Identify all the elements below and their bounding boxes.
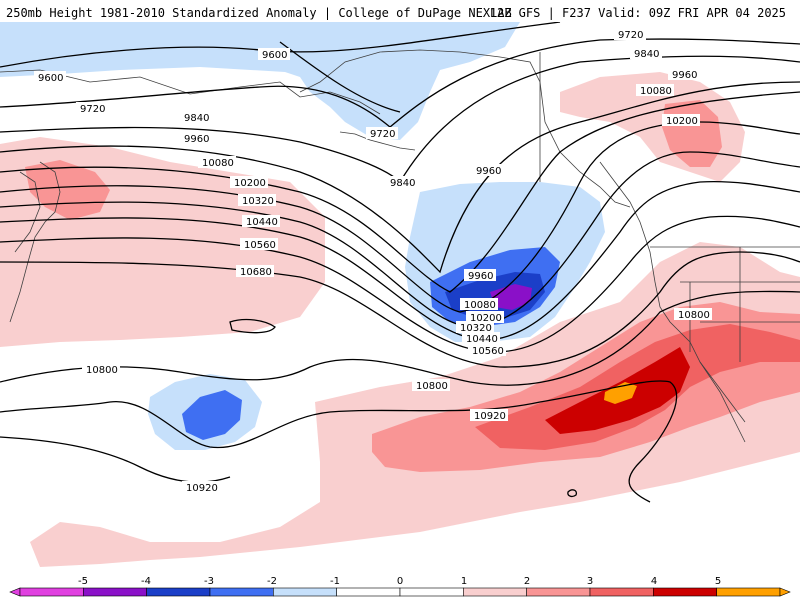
contour-label: 10560 — [472, 346, 504, 357]
contour-label: 10200 — [234, 178, 266, 189]
contour-label: 10440 — [466, 334, 498, 345]
contour-label: 9600 — [38, 73, 63, 84]
contour-10680 — [0, 251, 800, 368]
contour-label: 9840 — [390, 178, 415, 189]
colorbar-tick-label: 0 — [397, 576, 403, 587]
coast-bc — [599, 161, 746, 423]
contour-label: 10200 — [470, 313, 502, 324]
colorbar-swatch-pos4 — [653, 587, 717, 597]
contour-label: 10800 — [86, 365, 118, 376]
anomaly-map: 9600 9600 9720 9720 9720 9840 9840 9840 … — [0, 22, 800, 572]
contour-labels: 9600 9600 9720 9720 9720 9840 9840 9840 … — [34, 28, 712, 494]
colorbar-tick-label: 2 — [524, 576, 530, 587]
colorbar-tick-label: 5 — [715, 576, 721, 587]
model-run-info: 12Z GFS | F237 Valid: 09Z FRI APR 04 202… — [489, 6, 786, 20]
coast-japan — [14, 171, 41, 253]
colorbar-tick-label: -4 — [141, 576, 151, 587]
contour-label: 10560 — [244, 240, 276, 251]
colorbar-arrow-right — [779, 587, 791, 597]
contour-10080 — [0, 91, 800, 293]
colorbar-swatch-neg5 — [19, 587, 84, 597]
contour-label: 9960 — [672, 70, 697, 81]
contour-label: 9720 — [618, 30, 643, 41]
contour-label: 9960 — [468, 271, 493, 282]
contour-label: 10920 — [186, 483, 218, 494]
contour-10800 — [0, 290, 800, 386]
contour-label: 10320 — [242, 196, 274, 207]
contour-label: 9600 — [262, 50, 287, 61]
colorbar-tick-label: 3 — [587, 576, 593, 587]
colorbar-swatch-neg4 — [83, 587, 147, 597]
colorbar-swatch-pos1 — [463, 587, 527, 597]
colorbar-swatch-neg3 — [146, 587, 211, 597]
colorbar-tick-label: 1 — [461, 576, 467, 587]
colorbar-swatch-neg1 — [273, 587, 337, 597]
colorbar-tick-label: -2 — [267, 576, 277, 587]
coast-siberia — [0, 69, 381, 115]
contour-9720 — [0, 38, 800, 128]
contour-label: 9960 — [184, 134, 209, 145]
contour-label: 10800 — [678, 310, 710, 321]
colorbar-swatch-pos2 — [526, 587, 591, 597]
colorbar-swatch-neutral-low — [336, 587, 401, 597]
colorbar-swatch-pos5 — [716, 587, 781, 597]
contour-label: 10320 — [460, 323, 492, 334]
colorbar-swatch-pos3 — [589, 587, 654, 597]
contour-label: 10080 — [640, 86, 672, 97]
state-borders — [680, 247, 800, 362]
contour-label: 10440 — [246, 217, 278, 228]
anomaly-shading — [0, 22, 800, 567]
coast-kamchatka — [9, 161, 61, 323]
contour-label: 10800 — [416, 381, 448, 392]
colorbar-swatch-neg2 — [209, 587, 274, 597]
contour-label: 9840 — [184, 113, 209, 124]
colorbar-swatch-neutral-high — [399, 587, 464, 597]
colorbar-labels: -5 -4 -3 -2 -1 0 1 2 3 4 5 — [78, 576, 721, 587]
contour-label: 9840 — [634, 49, 659, 60]
colorbar-tick-label: 4 — [651, 576, 657, 587]
contour-label: 9960 — [476, 166, 501, 177]
contour-label: 9720 — [80, 104, 105, 115]
coastlines — [0, 49, 800, 443]
colorbar: -5 -4 -3 -2 -1 0 1 2 3 4 5 — [0, 572, 800, 600]
colorbar-swatches — [9, 587, 791, 597]
height-contours — [0, 22, 800, 503]
anomaly-neg2-south — [182, 390, 242, 440]
colorbar-tick-label: -3 — [204, 576, 214, 587]
anomaly-neg4-trough — [490, 284, 532, 310]
map-title: 250mb Height 1981-2010 Standardized Anom… — [6, 6, 512, 20]
contour-label: 10920 — [474, 411, 506, 422]
contour-label: 9720 — [370, 129, 395, 140]
contour-label: 10680 — [240, 267, 272, 278]
anomaly-pos1-southeast — [30, 242, 800, 567]
contour-10920 — [0, 380, 678, 503]
coast-alaska — [299, 49, 631, 208]
contour-9960 — [0, 81, 800, 274]
map-area[interactable]: 9600 9600 9720 9720 9720 9840 9840 9840 … — [0, 22, 800, 572]
colorbar-tick-label: -1 — [330, 576, 340, 587]
contour-10800-b — [229, 318, 276, 334]
anomaly-pos5-southeast — [604, 382, 637, 404]
contour-9600-b — [279, 41, 401, 113]
anomaly-pos2-japan — [25, 160, 110, 220]
colorbar-svg: -5 -4 -3 -2 -1 0 1 2 3 4 5 — [9, 576, 791, 597]
contour-label: 10080 — [202, 158, 234, 169]
baja-coast — [699, 361, 746, 443]
colorbar-tick-label: -5 — [78, 576, 88, 587]
contour-small-loop — [567, 489, 578, 498]
map-header: 250mb Height 1981-2010 Standardized Anom… — [0, 0, 800, 22]
contour-label: 10200 — [666, 116, 698, 127]
coast-aleutians — [339, 131, 416, 151]
contour-label: 10080 — [464, 300, 496, 311]
colorbar-arrow-left — [9, 587, 21, 597]
